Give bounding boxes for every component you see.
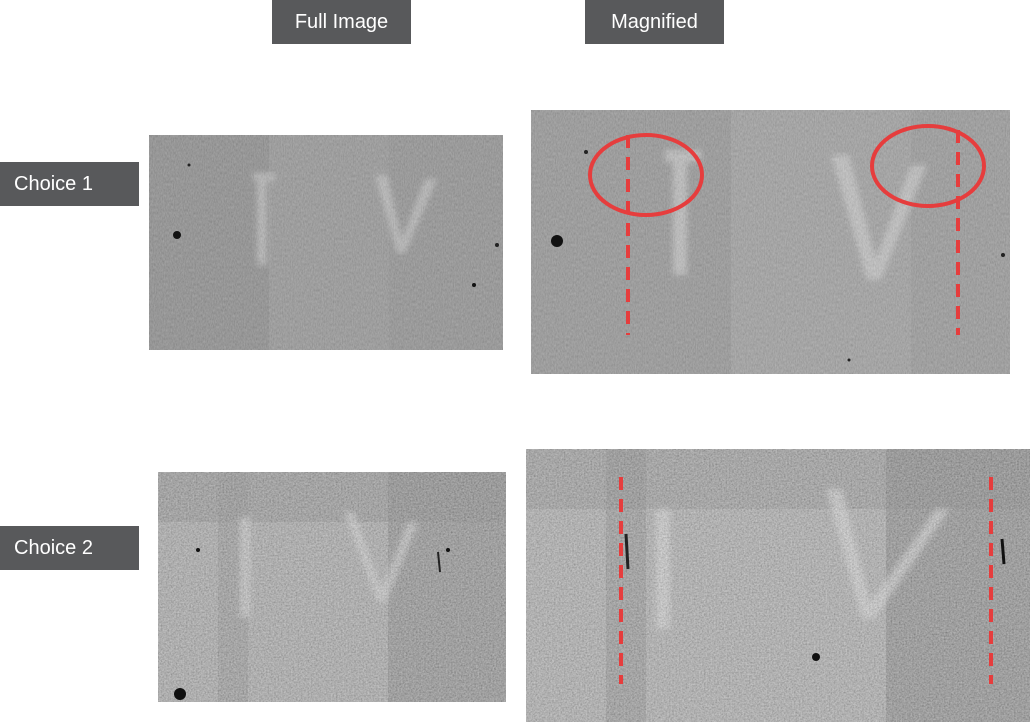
choice-2-magnified-image (526, 449, 1030, 722)
choice-2-annotations (619, 477, 993, 684)
choice-1-annotations (588, 124, 986, 335)
choice-1-magnified-image (531, 110, 1010, 374)
left-highlight-circle (588, 133, 704, 217)
row-label-choice-2: Choice 2 (0, 526, 139, 570)
choice-1-full-image (149, 135, 503, 350)
right-highlight-circle (870, 124, 986, 208)
column-header-full-image: Full Image (272, 0, 411, 44)
column-header-magnified: Magnified (585, 0, 724, 44)
row-label-choice-1: Choice 1 (0, 162, 139, 206)
choice-2-full-image (158, 472, 506, 702)
